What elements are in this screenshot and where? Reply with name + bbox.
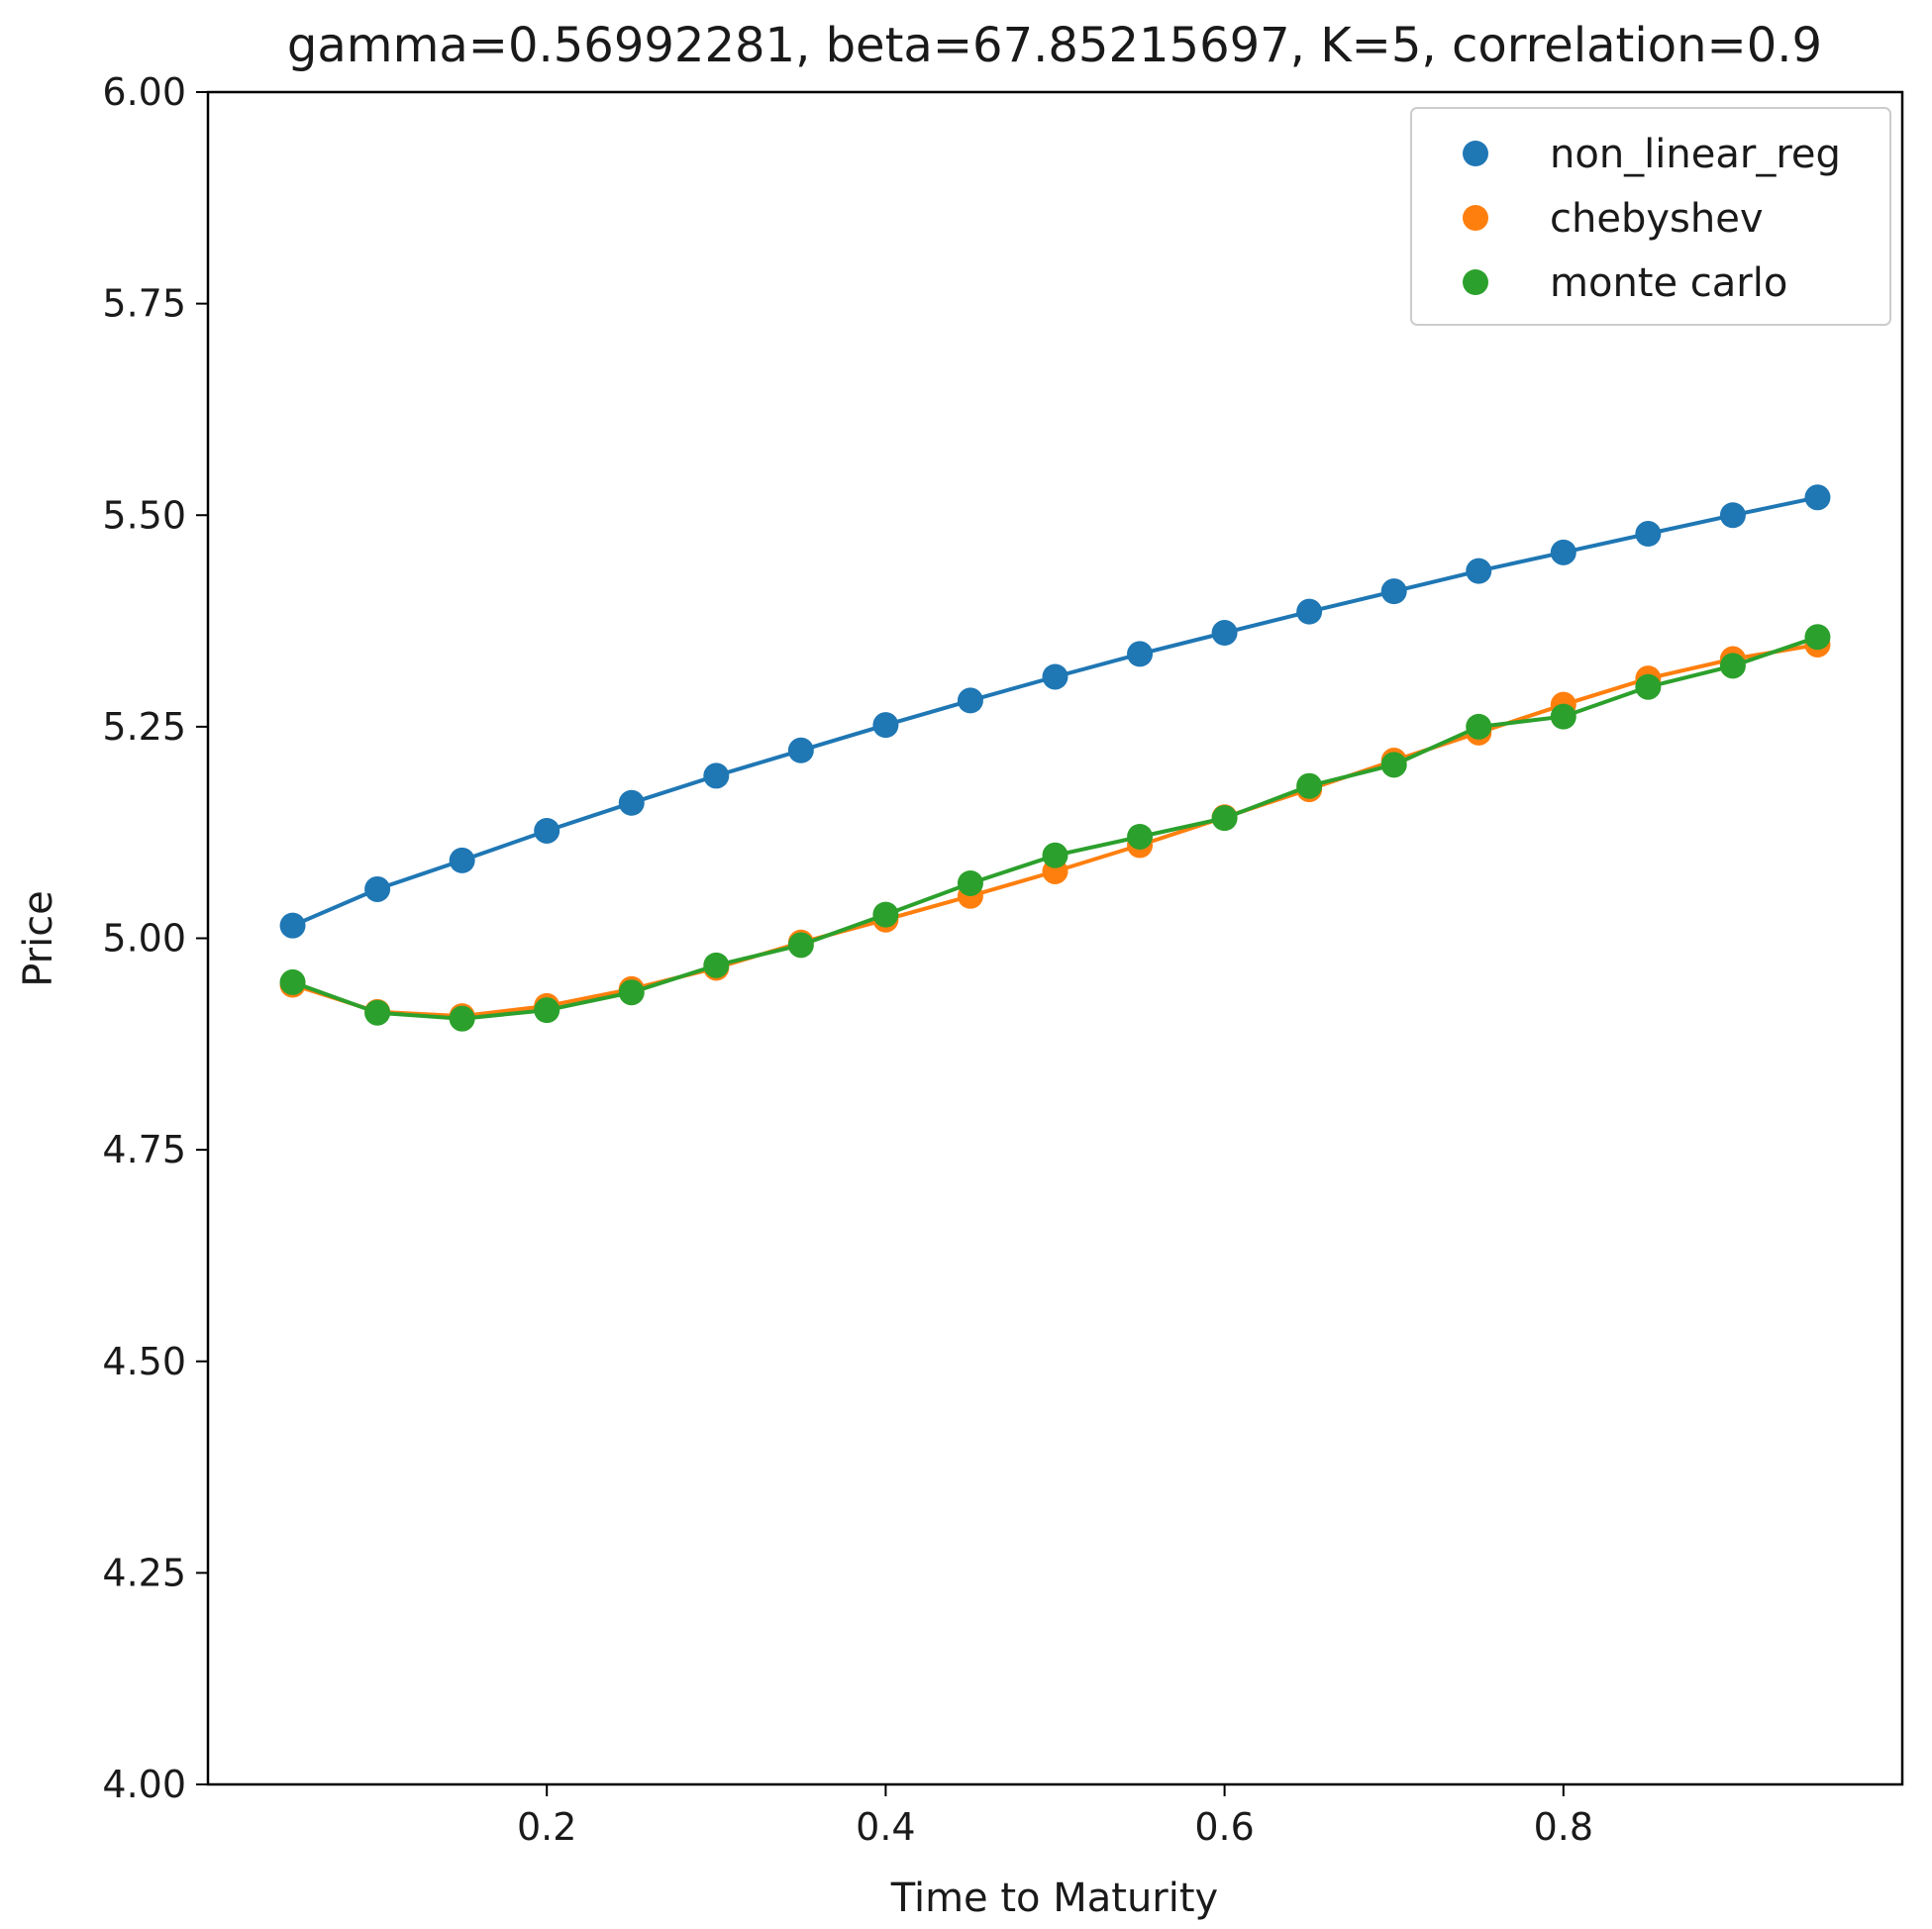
data-point-monte-carlo [1635, 673, 1662, 700]
plot-frame [206, 90, 1904, 1786]
data-point-monte-carlo [534, 997, 560, 1024]
data-point-non-linear-reg [618, 789, 645, 816]
y-tick-label: 5.50 [102, 493, 186, 537]
data-point-monte-carlo [1296, 772, 1323, 799]
y-tick-label: 4.00 [102, 1763, 186, 1806]
data-point-monte-carlo [957, 869, 983, 896]
legend-marker [1463, 269, 1488, 295]
y-tick-label: 4.50 [102, 1340, 186, 1383]
data-point-non-linear-reg [1127, 641, 1154, 667]
series-chebyshev [279, 631, 1831, 1030]
legend-label: chebyshev [1550, 196, 1764, 242]
data-point-monte-carlo [1466, 713, 1492, 740]
y-axis-label: Price [16, 890, 61, 987]
y-tick-label: 5.00 [102, 917, 186, 961]
data-point-non-linear-reg [1380, 578, 1407, 605]
data-point-monte-carlo [1211, 805, 1238, 832]
x-tick-label: 0.4 [856, 1805, 915, 1849]
data-point-monte-carlo [1127, 823, 1154, 850]
legend-marker [1463, 205, 1488, 231]
data-point-monte-carlo [787, 932, 814, 959]
data-point-non-linear-reg [1550, 539, 1576, 565]
data-point-monte-carlo [1804, 624, 1831, 651]
series-line-monte-carlo [291, 635, 1819, 1021]
data-point-non-linear-reg [449, 847, 475, 873]
y-tick-label: 4.25 [102, 1551, 186, 1594]
y-tick-label: 5.75 [102, 282, 186, 326]
x-tick-label: 0.2 [517, 1805, 576, 1849]
data-point-monte-carlo [1550, 703, 1576, 730]
data-point-non-linear-reg [1804, 484, 1831, 511]
data-point-non-linear-reg [1466, 558, 1492, 584]
data-point-monte-carlo [618, 979, 645, 1006]
data-point-non-linear-reg [703, 762, 730, 789]
data-point-non-linear-reg [957, 687, 983, 714]
data-point-non-linear-reg [787, 737, 814, 763]
data-point-non-linear-reg [364, 875, 391, 902]
data-point-monte-carlo [449, 1005, 475, 1032]
data-point-monte-carlo [872, 901, 899, 928]
chart-title: gamma=0.56992281, beta=67.85215697, K=5,… [287, 18, 1822, 73]
x-tick-label: 0.8 [1534, 1805, 1593, 1849]
data-point-non-linear-reg [534, 817, 560, 844]
y-axis: 4.00 4.25 4.50 4.75 5.00 5.25 5.50 5.75 6.00 [102, 70, 208, 1806]
plot-area [279, 484, 1831, 1032]
legend-marker [1463, 141, 1488, 166]
data-point-non-linear-reg [1296, 598, 1323, 625]
series-line-chebyshev [291, 643, 1818, 1019]
x-tick-label: 0.6 [1194, 1805, 1254, 1849]
series-monte-carlo [279, 624, 1831, 1032]
data-point-non-linear-reg [279, 912, 306, 939]
data-point-monte-carlo [279, 968, 306, 995]
legend-label: monte carlo [1550, 260, 1787, 306]
data-point-non-linear-reg [1211, 620, 1238, 647]
data-point-monte-carlo [1042, 842, 1068, 868]
data-point-non-linear-reg [1719, 502, 1746, 529]
data-point-monte-carlo [364, 999, 391, 1026]
data-point-monte-carlo [703, 952, 730, 978]
y-tick-label: 6.00 [102, 70, 186, 114]
x-axis: 0.2 0.4 0.6 0.8 [517, 1784, 1593, 1849]
series-non-linear-reg [279, 484, 1831, 939]
legend-box [1410, 107, 1891, 326]
data-point-monte-carlo [1719, 653, 1746, 679]
x-axis-label: Time to Maturity [890, 1876, 1218, 1921]
data-point-monte-carlo [1380, 752, 1407, 778]
data-point-non-linear-reg [1635, 521, 1662, 548]
legend-label: non_linear_reg [1550, 132, 1841, 177]
y-tick-label: 5.25 [102, 705, 186, 749]
y-tick-label: 4.75 [102, 1128, 186, 1171]
data-point-non-linear-reg [1042, 663, 1068, 690]
data-point-non-linear-reg [872, 712, 899, 739]
legend: non_linear_reg chebyshev monte carlo [1410, 107, 1891, 326]
